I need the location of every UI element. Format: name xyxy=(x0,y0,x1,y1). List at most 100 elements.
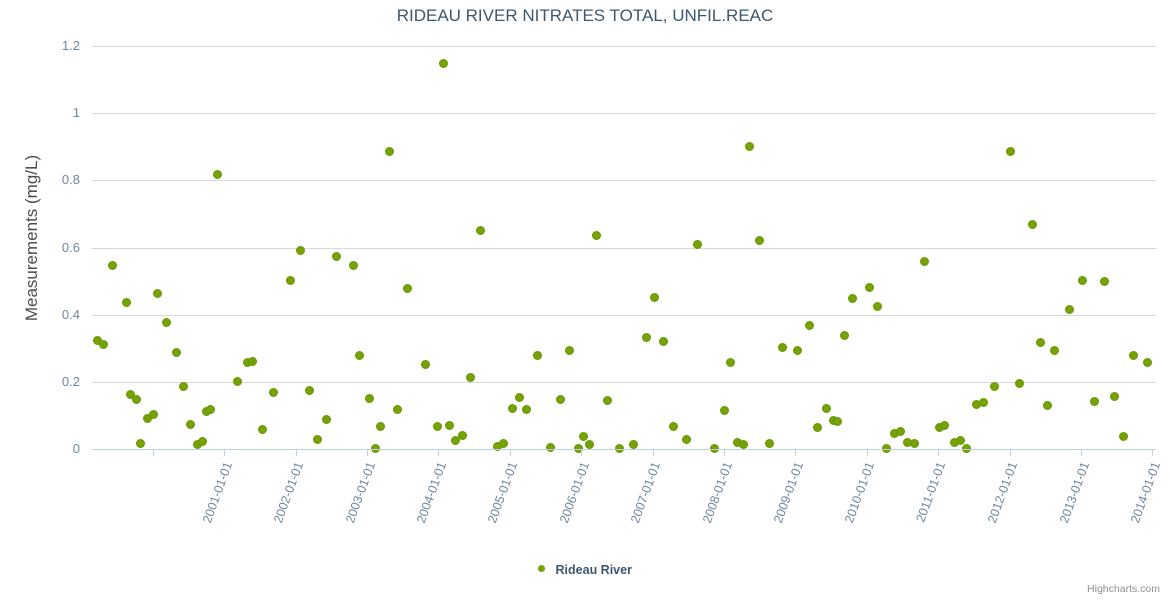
data-point[interactable] xyxy=(354,351,364,361)
data-point[interactable] xyxy=(108,260,118,270)
data-point[interactable] xyxy=(507,403,517,413)
data-point[interactable] xyxy=(132,395,142,405)
data-point[interactable] xyxy=(533,351,543,361)
data-point[interactable] xyxy=(650,292,660,302)
data-point[interactable] xyxy=(433,421,443,431)
data-point[interactable] xyxy=(804,320,814,330)
data-point[interactable] xyxy=(833,416,843,426)
data-point[interactable] xyxy=(821,403,831,413)
data-point[interactable] xyxy=(286,275,296,285)
data-point[interactable] xyxy=(179,381,189,391)
data-point[interactable] xyxy=(257,425,267,435)
data-point[interactable] xyxy=(521,404,531,414)
data-point[interactable] xyxy=(1027,219,1037,229)
data-point[interactable] xyxy=(910,438,920,448)
data-point[interactable] xyxy=(940,421,950,431)
data-point[interactable] xyxy=(1043,401,1053,411)
data-point[interactable] xyxy=(1050,346,1060,356)
data-point[interactable] xyxy=(726,358,736,368)
data-point[interactable] xyxy=(990,382,1000,392)
data-point[interactable] xyxy=(122,297,132,307)
data-point[interactable] xyxy=(1118,432,1128,442)
data-point[interactable] xyxy=(247,356,257,366)
data-point[interactable] xyxy=(403,283,413,293)
data-point[interactable] xyxy=(584,440,594,450)
data-point[interactable] xyxy=(439,59,449,69)
data-point[interactable] xyxy=(659,337,669,347)
data-point[interactable] xyxy=(574,443,584,453)
data-point[interactable] xyxy=(1100,276,1110,286)
data-point[interactable] xyxy=(349,260,359,270)
data-point[interactable] xyxy=(136,438,146,448)
data-point[interactable] xyxy=(556,395,566,405)
data-point[interactable] xyxy=(881,443,891,453)
data-point[interactable] xyxy=(370,443,380,453)
data-point[interactable] xyxy=(126,390,136,400)
data-point[interactable] xyxy=(213,170,223,180)
data-point[interactable] xyxy=(693,239,703,249)
data-point[interactable] xyxy=(1077,275,1087,285)
data-point[interactable] xyxy=(332,252,341,262)
highcharts-credits[interactable]: Highcharts.com xyxy=(1087,583,1160,595)
data-point[interactable] xyxy=(384,146,394,156)
data-point[interactable] xyxy=(1006,147,1016,157)
data-point[interactable] xyxy=(564,346,574,356)
data-point[interactable] xyxy=(444,421,454,431)
data-point[interactable] xyxy=(591,231,601,241)
data-point[interactable] xyxy=(681,435,691,445)
data-point[interactable] xyxy=(614,443,624,453)
data-point[interactable] xyxy=(641,332,651,342)
data-point[interactable] xyxy=(1014,379,1024,388)
data-point[interactable] xyxy=(1036,338,1046,348)
data-point[interactable] xyxy=(364,394,374,404)
data-point[interactable] xyxy=(296,245,306,255)
data-point[interactable] xyxy=(978,397,988,407)
data-point[interactable] xyxy=(813,422,823,432)
data-point[interactable] xyxy=(1143,357,1153,367)
data-point[interactable] xyxy=(393,404,403,414)
data-point[interactable] xyxy=(172,348,182,358)
data-point[interactable] xyxy=(873,301,883,311)
data-point[interactable] xyxy=(744,141,754,151)
legend-item-rideau-river[interactable]: Rideau River xyxy=(538,562,632,577)
data-point[interactable] xyxy=(99,339,109,349)
data-point[interactable] xyxy=(603,395,613,405)
data-point[interactable] xyxy=(457,431,467,441)
data-point[interactable] xyxy=(313,435,323,445)
data-point[interactable] xyxy=(920,257,930,267)
data-point[interactable] xyxy=(840,330,850,340)
data-point[interactable] xyxy=(629,440,639,450)
data-point[interactable] xyxy=(304,385,314,395)
data-point[interactable] xyxy=(739,440,749,450)
data-point[interactable] xyxy=(162,317,172,327)
data-point[interactable] xyxy=(896,427,906,437)
data-point[interactable] xyxy=(1110,392,1120,402)
data-point[interactable] xyxy=(720,405,730,415)
data-point[interactable] xyxy=(764,439,774,449)
data-point[interactable] xyxy=(1064,305,1074,315)
data-point[interactable] xyxy=(579,432,589,442)
data-point[interactable] xyxy=(1128,350,1138,360)
data-point[interactable] xyxy=(149,410,159,420)
data-point[interactable] xyxy=(269,388,279,398)
data-point[interactable] xyxy=(499,438,509,448)
data-point[interactable] xyxy=(961,443,971,453)
data-point[interactable] xyxy=(206,405,216,415)
data-point[interactable] xyxy=(476,225,486,235)
data-point[interactable] xyxy=(956,436,966,446)
data-point[interactable] xyxy=(450,436,460,446)
data-point[interactable] xyxy=(197,437,207,447)
data-point[interactable] xyxy=(793,346,803,356)
data-point[interactable] xyxy=(669,421,679,431)
data-point[interactable] xyxy=(545,442,555,452)
data-point[interactable] xyxy=(710,443,720,453)
data-point[interactable] xyxy=(1090,396,1100,406)
data-point[interactable] xyxy=(777,343,787,353)
data-point[interactable] xyxy=(420,359,430,369)
data-point[interactable] xyxy=(322,415,331,425)
data-point[interactable] xyxy=(754,235,764,245)
data-point[interactable] xyxy=(186,420,196,430)
data-point[interactable] xyxy=(376,421,386,431)
data-point[interactable] xyxy=(152,289,162,299)
data-point[interactable] xyxy=(233,376,243,386)
